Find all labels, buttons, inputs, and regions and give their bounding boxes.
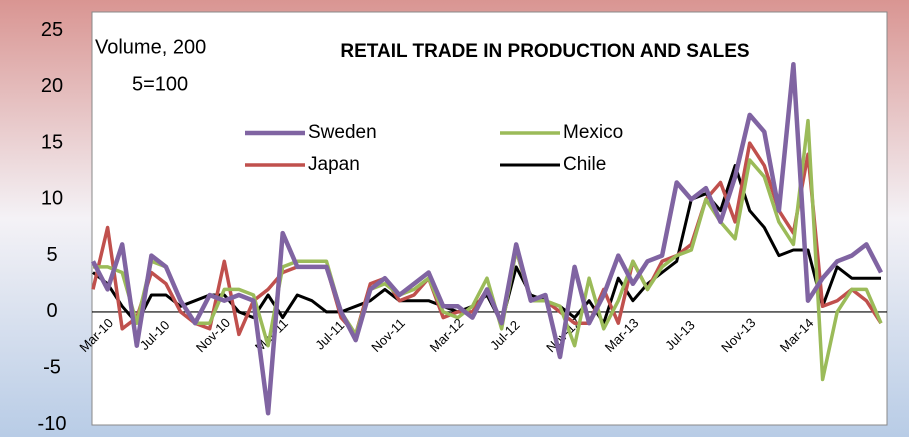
y-tick-label: -5 bbox=[43, 356, 61, 378]
legend-label: Sweden bbox=[308, 122, 377, 143]
y-axis-label: 5=100 bbox=[132, 73, 188, 95]
plot-area bbox=[91, 11, 888, 426]
y-tick-label: 10 bbox=[41, 188, 63, 210]
y-axis-label: Volume, 200 bbox=[95, 36, 206, 58]
y-tick-label: 15 bbox=[41, 131, 63, 153]
legend-label: Chile bbox=[563, 154, 606, 175]
legend-label: Japan bbox=[308, 154, 360, 175]
y-tick-label: 5 bbox=[46, 244, 57, 266]
y-tick-label: 25 bbox=[41, 19, 63, 41]
y-tick-label: -10 bbox=[38, 413, 67, 435]
chart-title: RETAIL TRADE IN PRODUCTION AND SALES bbox=[340, 41, 749, 62]
y-tick-label: 0 bbox=[46, 300, 57, 322]
series-line bbox=[91, 62, 883, 416]
series-line bbox=[93, 118, 883, 382]
y-tick-label: 20 bbox=[41, 75, 63, 97]
legend-label: Mexico bbox=[563, 122, 623, 143]
